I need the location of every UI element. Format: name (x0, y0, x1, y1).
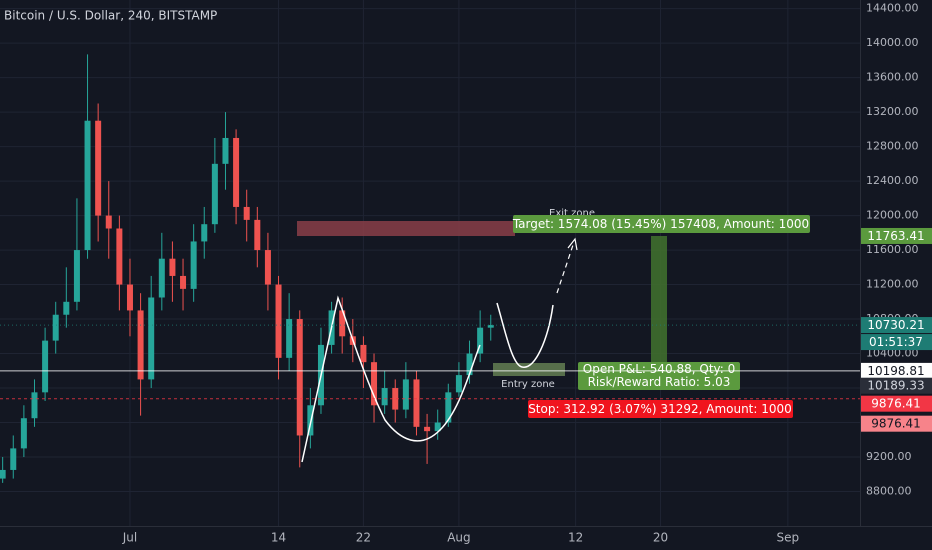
y-tick-label: 8800.00 (866, 485, 912, 498)
price-tag-label: 9876.41 (871, 397, 921, 411)
x-tick-label: 12 (568, 531, 583, 545)
handle-curve (496, 302, 554, 368)
candle-body (201, 224, 208, 242)
y-tick-label: 9200.00 (866, 450, 912, 463)
exit-zone-box (297, 221, 515, 236)
y-tick-label: 14400.00 (866, 2, 919, 15)
open-pnl-label: Open P&L: 540.88, Qty: 0 (583, 362, 736, 376)
x-tick-label: 22 (356, 531, 371, 545)
candle-body (52, 314, 59, 341)
candle-body (434, 422, 441, 432)
candle-body (180, 275, 187, 289)
price-tag-label: 11763.41 (867, 229, 924, 243)
candle-body (73, 250, 80, 302)
candle-body (169, 258, 176, 276)
price-tag-label: 10730.21 (867, 318, 924, 332)
cup-curve (301, 295, 481, 463)
candle-body (254, 219, 261, 251)
price-tag-label: 10189.33 (867, 379, 924, 393)
candle-body (392, 388, 399, 410)
candle-body (445, 392, 452, 423)
stop-box (528, 400, 793, 418)
entry-zone-label: Entry zone (501, 379, 555, 390)
y-tick-label: 13600.00 (866, 71, 919, 84)
candle-body (371, 362, 378, 406)
candle-body (307, 405, 314, 436)
pnl-box (578, 362, 740, 390)
price-tag (861, 395, 932, 412)
y-tick-label: 11600.00 (866, 243, 919, 256)
x-tick-label: 14 (271, 531, 286, 545)
axes: 8800.009200.009600.0010000.0010400.00108… (122, 2, 919, 545)
candle-body (402, 379, 409, 410)
candle-body (487, 325, 494, 328)
candle-body (10, 448, 17, 470)
arrow-head (567, 237, 578, 251)
exit-zone-label: Exit zone (549, 208, 595, 219)
y-tick-label: 11200.00 (866, 278, 919, 291)
x-tick-label: Aug (447, 531, 470, 545)
y-tick-label: 12000.00 (866, 209, 919, 222)
candle-body (381, 388, 388, 406)
price-tag (861, 317, 932, 334)
candle-body (42, 340, 49, 393)
candle-body (296, 319, 303, 436)
candle-body (413, 379, 420, 427)
x-tick-label: 20 (653, 531, 668, 545)
candle-body (0, 469, 6, 479)
candle-body (95, 120, 102, 216)
candle-body (466, 353, 473, 376)
x-tick-label: Sep (777, 531, 800, 545)
price-tag (861, 362, 932, 379)
price-tag (861, 227, 932, 244)
candle-body (63, 301, 70, 315)
candle-body (455, 375, 462, 393)
candle-body (31, 392, 38, 419)
candle-body (84, 120, 91, 251)
entry-zone-box (493, 363, 565, 376)
target-box (513, 215, 810, 233)
candle-body (148, 297, 155, 380)
candle-body (339, 310, 346, 337)
drawings: Exit zone Entry zone Target: 1574.08 (15… (297, 208, 810, 463)
price-tag-label: 10198.81 (867, 364, 924, 378)
stop-label: Stop: 312.92 (3.07%) 31292, Amount: 1000 (528, 402, 792, 416)
candle-body (211, 163, 218, 225)
price-tag (861, 377, 932, 394)
candle-body (190, 241, 197, 289)
candle-body (158, 258, 165, 298)
risk-reward-label: Risk/Reward Ratio: 5.03 (588, 375, 731, 389)
candle-body (424, 426, 431, 432)
candle-body (105, 215, 112, 229)
candle-body (286, 319, 293, 358)
risk-reward-bar (651, 236, 667, 370)
candle-body (243, 206, 250, 220)
candle-body (20, 418, 27, 449)
y-tick-label: 13200.00 (866, 105, 919, 118)
price-tag (861, 415, 932, 432)
y-tick-label: 14000.00 (866, 36, 919, 49)
x-tick-label: Jul (122, 531, 137, 545)
price-tag-label: 9876.41 (871, 417, 921, 431)
candle-body (137, 310, 144, 380)
candle-body (233, 137, 240, 207)
timer-box (861, 334, 932, 351)
target-label: Target: 1574.08 (15.45%) 157408, Amount:… (512, 217, 809, 231)
chart-title: Bitcoin / U.S. Dollar, 240, BITSTAMP (4, 9, 217, 23)
candle-body (222, 137, 229, 164)
candle-body (275, 284, 282, 358)
y-tick-label: 12800.00 (866, 140, 919, 153)
candle-body (360, 344, 367, 363)
candle-body (116, 228, 123, 285)
timer-label: 01:51:37 (869, 335, 923, 349)
candle-body (264, 250, 271, 285)
candle-body (126, 284, 133, 311)
y-tick-label: 12400.00 (866, 174, 919, 187)
candle-body (477, 327, 484, 354)
